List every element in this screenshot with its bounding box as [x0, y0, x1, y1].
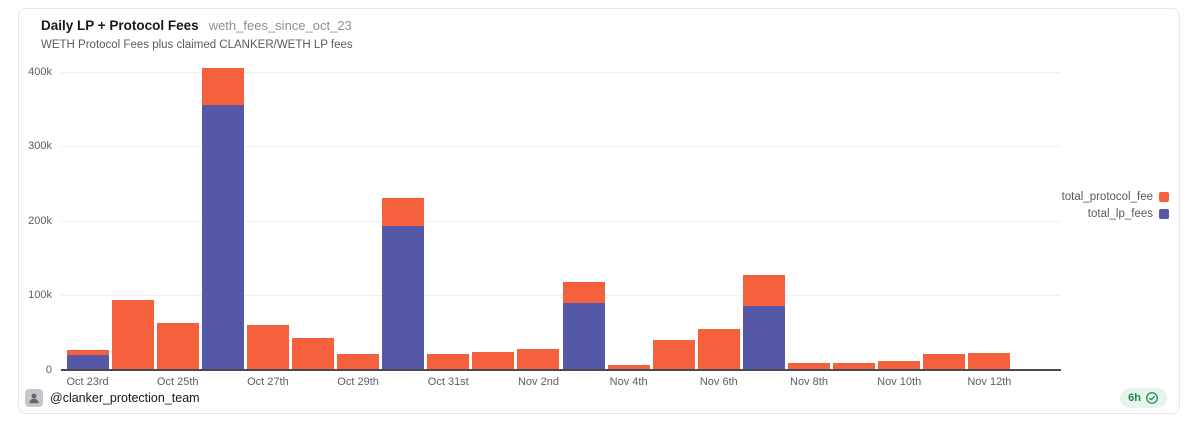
- gridline: [61, 146, 1061, 148]
- bar-segment-total_protocol_fee[interactable]: [652, 340, 695, 370]
- author-handle[interactable]: @clanker_protection_team: [50, 391, 200, 405]
- bar-segment-total_protocol_fee[interactable]: [472, 352, 515, 370]
- chart-card: Daily LP + Protocol Fees weth_fees_since…: [18, 8, 1180, 414]
- legend-label: total_protocol_fee: [1061, 191, 1153, 203]
- x-tick-label: Nov 12th: [967, 376, 1012, 388]
- x-axis-line: [61, 369, 1061, 371]
- x-tick-label: Oct 27th: [247, 376, 289, 388]
- bar-segment-total_protocol_fee[interactable]: [968, 352, 1011, 370]
- bar-segment-total_protocol_fee[interactable]: [787, 362, 831, 370]
- bar-segment-total_protocol_fee[interactable]: [742, 274, 785, 306]
- page-title: Daily LP + Protocol Fees: [41, 18, 199, 33]
- chart-plot: 0 100k 200k 300k 400k Oct 23rd Oct 25th Oct 27t…: [28, 63, 1061, 388]
- x-tick-label: Nov 6th: [699, 376, 738, 388]
- bar-segment-total_lp_fees[interactable]: [66, 355, 109, 370]
- x-tick-label: Nov 4th: [609, 376, 648, 388]
- bar-segment-total_protocol_fee[interactable]: [562, 282, 605, 303]
- bar-segment-total_protocol_fee[interactable]: [697, 329, 740, 370]
- y-tick-label: 200k: [28, 214, 52, 227]
- bar-segment-total_protocol_fee[interactable]: [156, 323, 199, 370]
- x-tick-label: Oct 29th: [337, 376, 379, 388]
- verified-check-icon: [1146, 392, 1158, 404]
- bar-segment-total_protocol_fee[interactable]: [427, 353, 470, 370]
- bar-segment-total_protocol_fee[interactable]: [517, 349, 560, 370]
- gridline: [61, 295, 1061, 297]
- x-tick-label: Oct 25th: [156, 376, 199, 388]
- card-footer: @clanker_protection_team 6h: [25, 387, 1167, 409]
- bar-segment-total_protocol_fee[interactable]: [607, 364, 650, 370]
- y-tick-label: 400k: [28, 65, 52, 78]
- y-tick-label: 300k: [28, 140, 52, 153]
- chart-subtitle: WETH Protocol Fees plus claimed CLANKER/…: [41, 39, 353, 51]
- freshness-age: 6h: [1128, 392, 1141, 404]
- bar-segment-total_protocol_fee[interactable]: [833, 363, 876, 370]
- bar-segment-total_lp_fees[interactable]: [562, 302, 605, 370]
- chart-legend: total_protocol_fee total_lp_fees: [1062, 191, 1169, 220]
- x-tick-label: Nov 10th: [877, 376, 922, 388]
- legend-item-total-protocol-fee[interactable]: total_protocol_fee: [1062, 191, 1169, 203]
- bar-segment-total_lp_fees[interactable]: [201, 105, 244, 370]
- legend-item-total-lp-fees[interactable]: total_lp_fees: [1088, 208, 1169, 220]
- gridline: [61, 220, 1061, 222]
- bar-segment-total_lp_fees[interactable]: [382, 226, 425, 370]
- chart-header: Daily LP + Protocol Fees weth_fees_since…: [41, 18, 353, 51]
- legend-swatch-lp-icon: [1159, 209, 1169, 219]
- bar-segment-total_protocol_fee[interactable]: [382, 197, 425, 227]
- bar-segment-total_protocol_fee[interactable]: [923, 353, 966, 370]
- x-tick-label: Oct 31st: [427, 376, 469, 388]
- x-tick-label: Oct 23rd: [66, 376, 109, 388]
- avatar[interactable]: [25, 389, 43, 407]
- freshness-badge: 6h: [1120, 388, 1167, 408]
- query-name-tag: weth_fees_since_oct_23: [208, 18, 352, 33]
- x-tick-label: Nov 8th: [790, 376, 828, 388]
- x-tick-label: Nov 2nd: [517, 376, 559, 388]
- bar-segment-total_protocol_fee[interactable]: [878, 361, 921, 370]
- y-tick-label: 100k: [28, 289, 52, 302]
- bar-segment-total_protocol_fee[interactable]: [246, 324, 289, 370]
- legend-label: total_lp_fees: [1087, 208, 1153, 220]
- legend-swatch-protocol-icon: [1159, 192, 1169, 202]
- bar-segment-total_protocol_fee[interactable]: [337, 354, 380, 370]
- bar-segment-total_protocol_fee[interactable]: [66, 349, 109, 356]
- person-icon: [29, 393, 39, 404]
- bar-segment-total_protocol_fee[interactable]: [201, 68, 244, 106]
- bar-segment-total_protocol_fee[interactable]: [111, 299, 154, 370]
- bar-segment-total_lp_fees[interactable]: [742, 305, 785, 370]
- gridline: [61, 71, 1061, 73]
- y-tick-label: 0: [45, 364, 52, 376]
- bar-segment-total_protocol_fee[interactable]: [291, 337, 335, 370]
